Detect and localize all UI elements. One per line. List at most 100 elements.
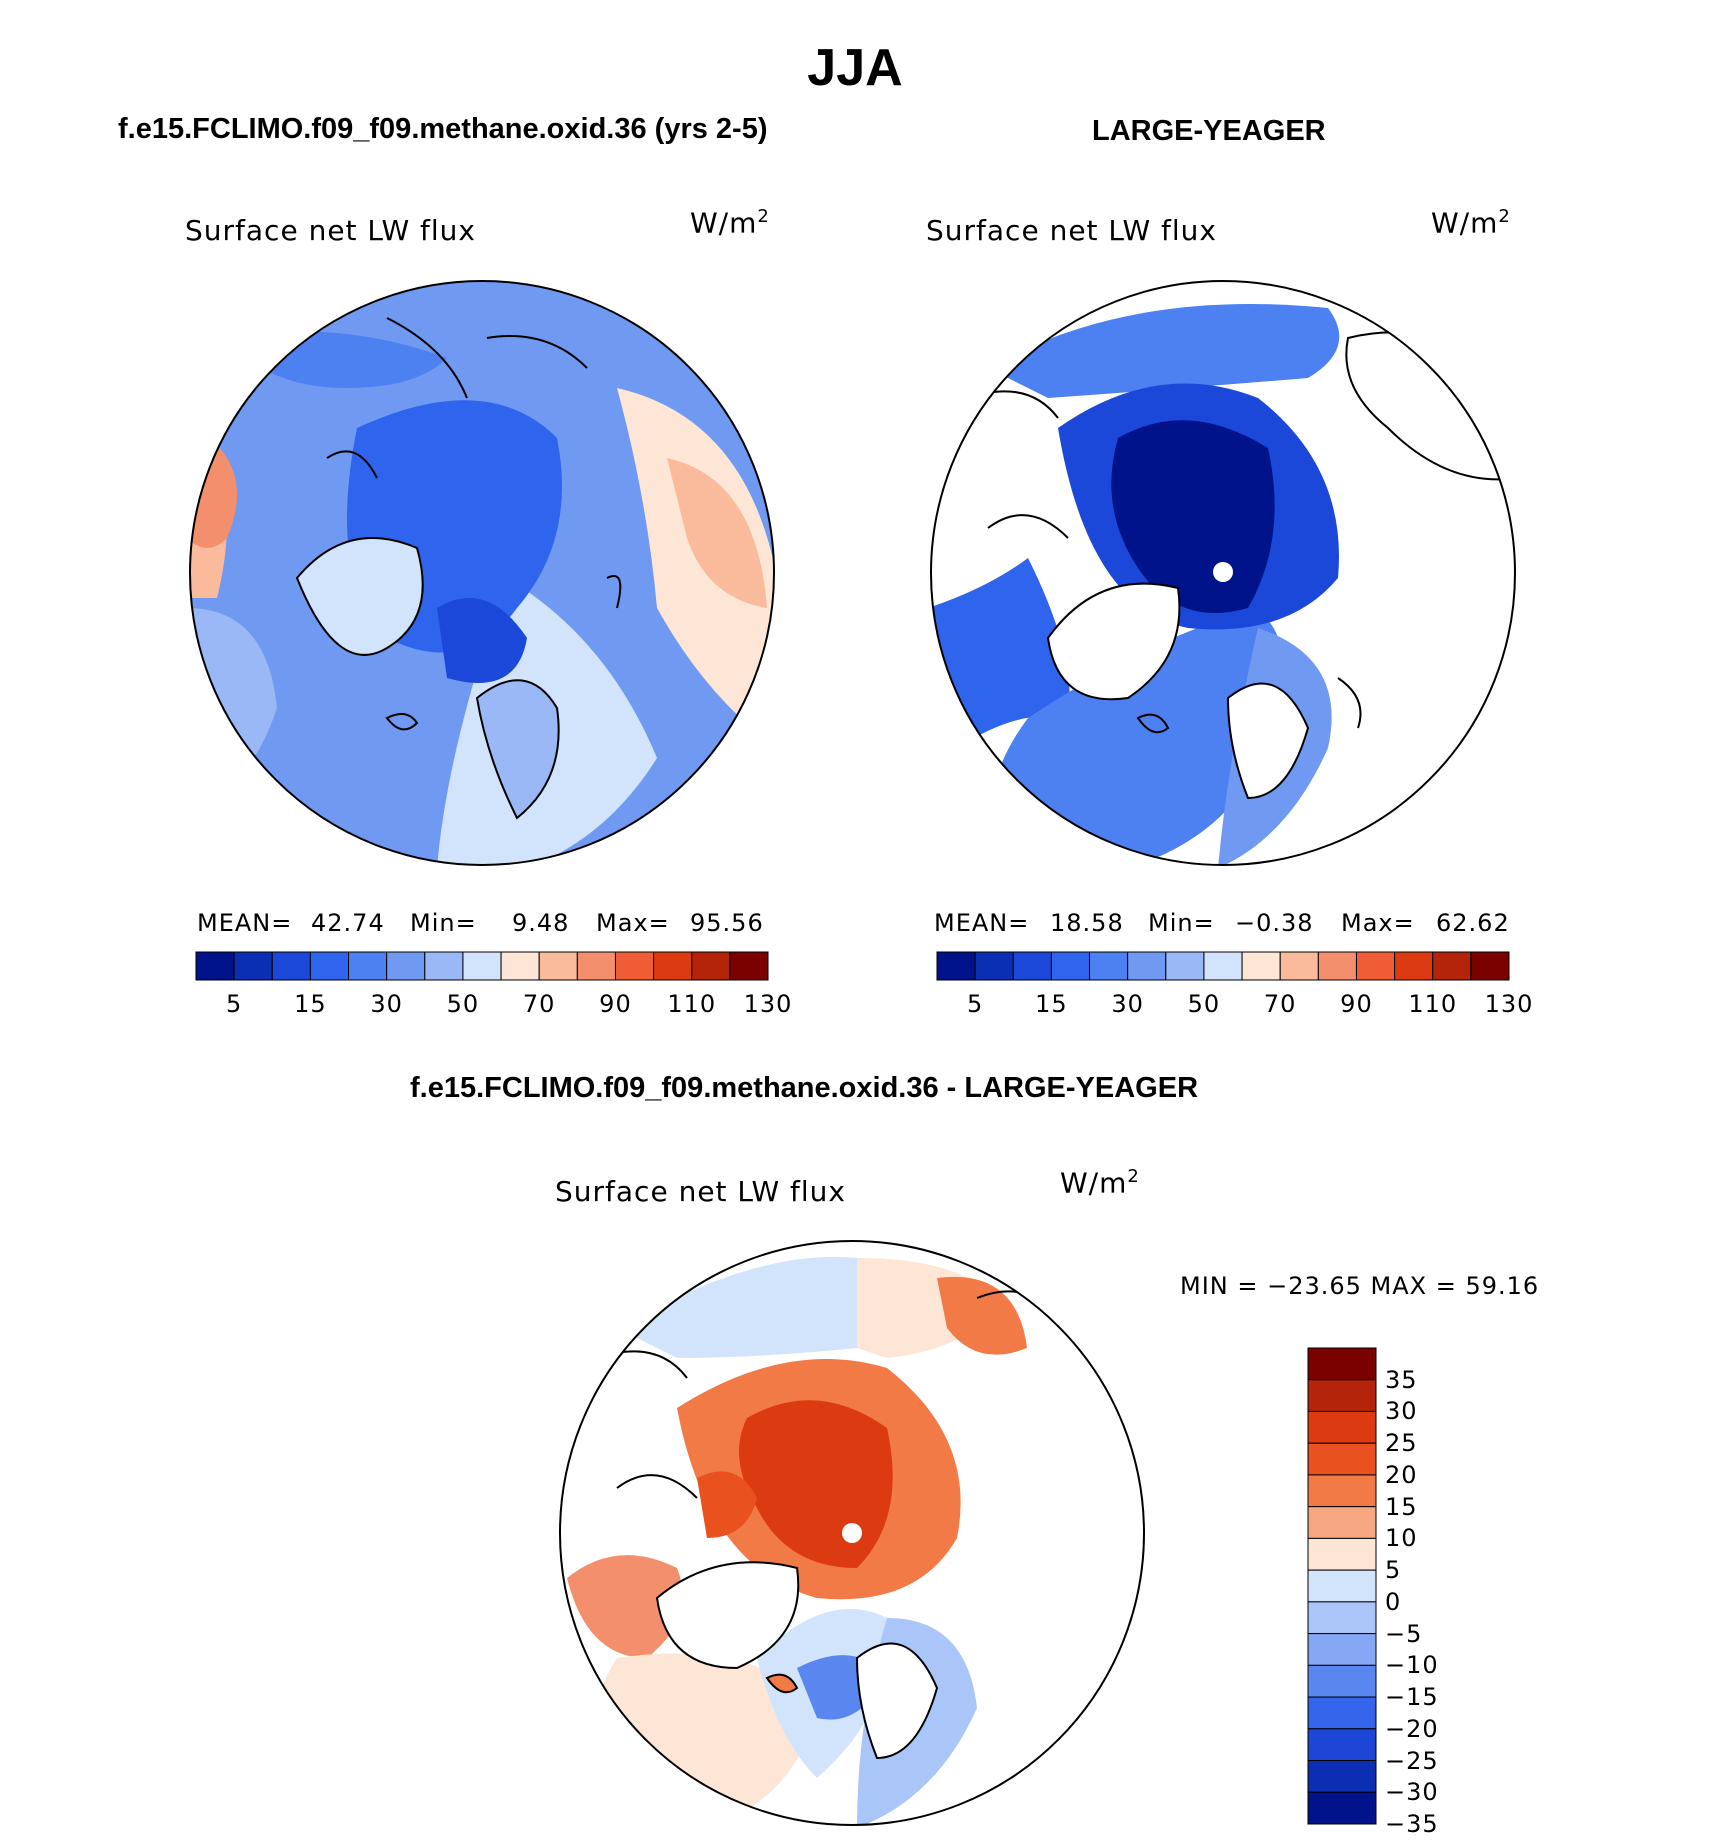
colorbar-tick-label: 50 — [446, 990, 480, 1018]
colorbar-tick-label: 15 — [1385, 1492, 1418, 1521]
colorbar-swatch — [1307, 1664, 1377, 1698]
colorbar-swatch — [538, 951, 578, 981]
colorbar-swatch — [729, 951, 769, 981]
colorbar-tick-label: −5 — [1385, 1619, 1423, 1648]
colorbar-swatch — [1307, 1506, 1377, 1539]
left-colorbar-ticks: 5 15 30 50 70 90 110 130 — [196, 990, 791, 1020]
colorbar-swatch — [1307, 1537, 1377, 1571]
left-greenland — [295, 537, 424, 656]
colorbar-swatch — [1241, 951, 1281, 981]
left-variable-label: Surface net LW flux — [185, 214, 476, 247]
colorbar-swatch — [1307, 1728, 1377, 1762]
right-mean-value: 18.58 — [1050, 909, 1124, 937]
diff-iceland — [765, 1673, 799, 1694]
colorbar-tick-label: 15 — [1035, 990, 1068, 1018]
diff-archipelago-region — [697, 1471, 757, 1538]
right-map-boundary — [930, 280, 1516, 866]
right-arctic-core — [1111, 420, 1275, 613]
colorbar-swatch — [1307, 1569, 1377, 1603]
colorbar-swatch — [1355, 951, 1396, 981]
right-variable-label: Surface net LW flux — [926, 214, 1217, 247]
colorbar-swatch — [974, 951, 1014, 981]
left-arctic-core — [437, 598, 527, 683]
colorbar-tick-label: 30 — [1111, 990, 1144, 1018]
right-units-label: W/m2 — [1431, 206, 1511, 240]
colorbar-tick-label: 130 — [743, 990, 793, 1018]
left-warm-region-east — [617, 388, 774, 748]
colorbar-swatch — [1307, 1474, 1377, 1508]
right-min-value: −0.38 — [1235, 909, 1314, 937]
colorbar-swatch — [500, 951, 540, 981]
colorbar-swatch — [1165, 951, 1205, 981]
colorbar-swatch — [1307, 1410, 1377, 1444]
right-polar-map — [930, 280, 1516, 866]
right-scandinavia — [1226, 682, 1310, 800]
left-max-label: Max= — [596, 909, 670, 937]
colorbar-tick-label: 30 — [1385, 1397, 1418, 1426]
diff-polar-map — [559, 1240, 1145, 1826]
left-min-value: 9.48 — [512, 909, 570, 937]
diff-colorbar — [1307, 1347, 1377, 1825]
colorbar-swatch — [424, 951, 464, 981]
left-mean-value: 42.74 — [311, 909, 385, 937]
colorbar-swatch — [1307, 1442, 1377, 1476]
left-map-boundary — [189, 280, 775, 866]
colorbar-swatch — [1394, 951, 1434, 981]
colorbar-swatch — [195, 951, 235, 981]
diff-panel-title: f.e15.FCLIMO.f09_f09.methane.oxid.36 - L… — [410, 1072, 1199, 1104]
colorbar-tick-label: 35 — [1385, 1365, 1418, 1394]
colorbar-swatch — [1089, 951, 1129, 981]
colorbar-swatch — [1307, 1760, 1377, 1793]
diff-minmax-label: MIN = −23.65 MAX = 59.16 — [1180, 1272, 1540, 1300]
colorbar-swatch — [1127, 951, 1167, 981]
left-mean-label: MEAN= — [197, 909, 293, 937]
colorbar-swatch — [1307, 1633, 1377, 1666]
left-iceland — [385, 713, 419, 731]
colorbar-tick-label: 30 — [370, 990, 403, 1018]
left-warm-region-east-core — [667, 458, 767, 608]
colorbar-tick-label: 5 — [1385, 1556, 1402, 1585]
colorbar-tick-label: −35 — [1385, 1810, 1439, 1838]
colorbar-swatch — [233, 951, 273, 981]
colorbar-tick-label: 5 — [226, 990, 243, 1018]
colorbar-swatch — [1012, 951, 1052, 981]
left-units-label: W/m2 — [690, 206, 770, 240]
colorbar-tick-label: −30 — [1385, 1778, 1439, 1807]
left-polar-map — [189, 280, 775, 866]
colorbar-tick-label: 110 — [1408, 990, 1458, 1018]
diff-variable-label: Surface net LW flux — [555, 1175, 846, 1208]
diff-scandinavia — [855, 1642, 939, 1760]
right-colorbar-ticks: 5 15 30 50 70 90 110 130 — [937, 990, 1532, 1020]
diff-north-pacific-west — [617, 1256, 857, 1358]
colorbar-swatch — [1432, 951, 1472, 981]
left-coastlines — [326, 317, 622, 609]
diff-hudson-region — [567, 1555, 683, 1658]
left-colorbar — [195, 951, 769, 981]
colorbar-swatch — [1307, 1696, 1377, 1730]
colorbar-tick-label: 70 — [522, 990, 556, 1018]
right-max-value: 62.62 — [1436, 909, 1510, 937]
left-panel-title: f.e15.FCLIMO.f09_f09.methane.oxid.36 (yr… — [118, 113, 768, 145]
colorbar-tick-label: 110 — [667, 990, 717, 1018]
colorbar-tick-label: 25 — [1385, 1429, 1418, 1458]
colorbar-tick-label: 130 — [1484, 990, 1534, 1018]
colorbar-swatch — [1203, 951, 1243, 981]
colorbar-tick-label: 15 — [294, 990, 327, 1018]
colorbar-tick-label: 10 — [1385, 1524, 1418, 1553]
colorbar-tick-label: 90 — [599, 990, 632, 1018]
colorbar-tick-label: 50 — [1187, 990, 1221, 1018]
colorbar-tick-label: 90 — [1340, 990, 1373, 1018]
colorbar-swatch — [462, 951, 502, 981]
colorbar-swatch — [1279, 951, 1319, 981]
colorbar-swatch — [614, 951, 655, 981]
right-pole-marker — [1213, 562, 1233, 582]
colorbar-tick-label: −25 — [1385, 1746, 1439, 1775]
left-scandinavia — [475, 679, 560, 820]
colorbar-swatch — [1307, 1601, 1377, 1635]
diff-map-boundary — [559, 1240, 1145, 1826]
main-title: JJA — [807, 39, 903, 97]
colorbar-swatch — [309, 951, 350, 981]
right-min-label: Min= — [1148, 909, 1215, 937]
colorbar-swatch — [936, 951, 976, 981]
diff-colorbar-ticks: 35 30 25 20 15 10 5 0 −5 −10 −15 −20 −25 −30 −35 — [1385, 1348, 1475, 1838]
